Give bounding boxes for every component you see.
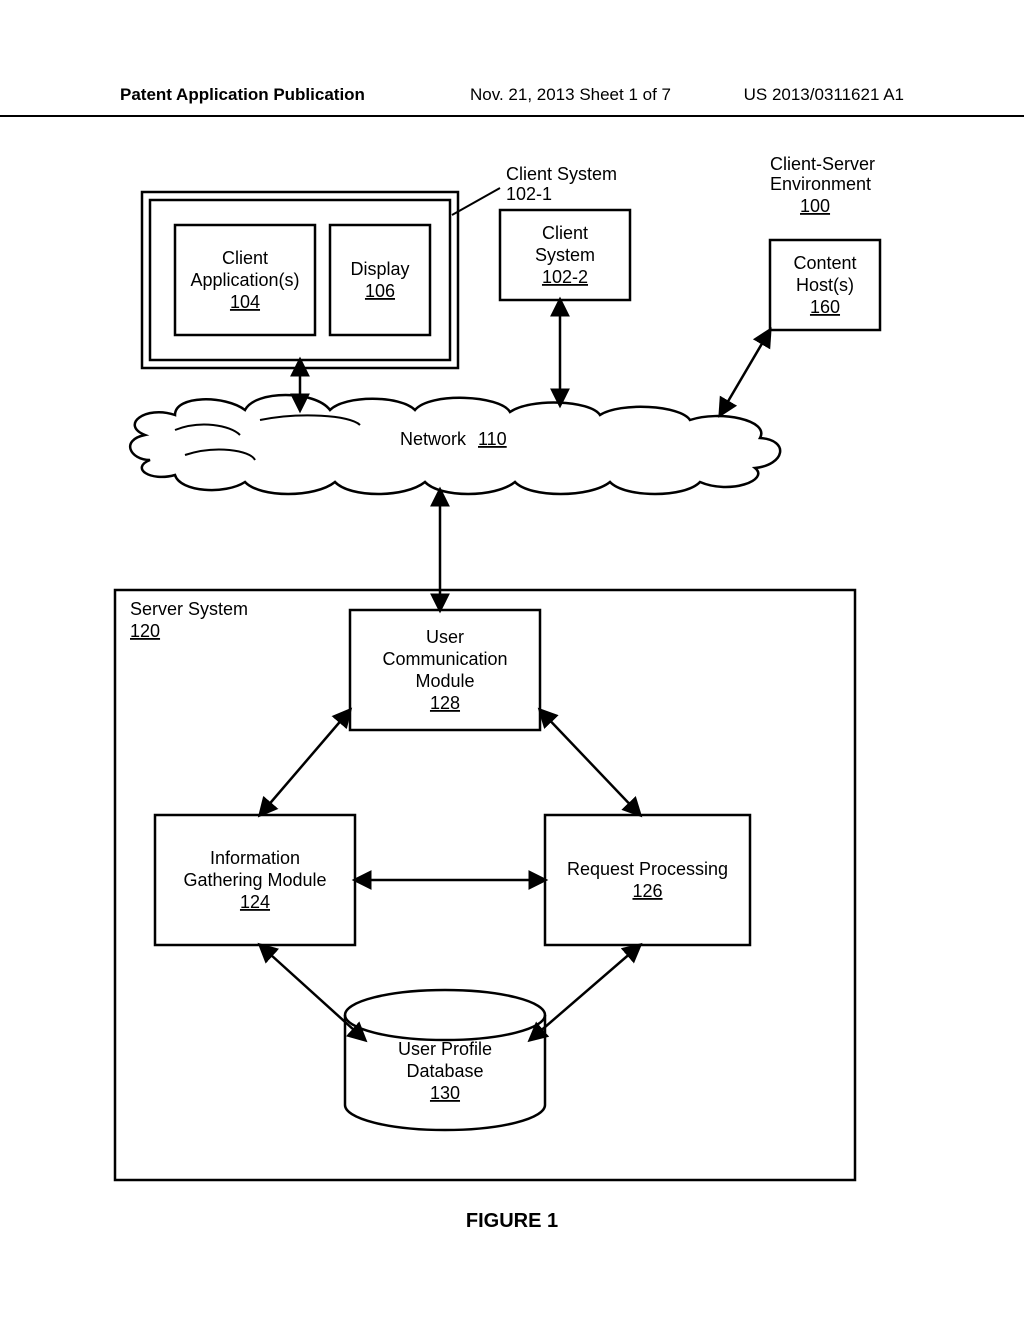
svg-text:Environment: Environment (770, 174, 871, 194)
svg-text:Client System: Client System (506, 164, 617, 184)
header-right: US 2013/0311621 A1 (744, 85, 904, 105)
svg-text:100: 100 (800, 196, 830, 216)
svg-text:Module: Module (415, 671, 474, 691)
svg-text:Client: Client (222, 248, 268, 268)
svg-text:Information: Information (210, 848, 300, 868)
svg-text:Content: Content (793, 253, 856, 273)
svg-text:Application(s): Application(s) (190, 270, 299, 290)
svg-text:Client-Server: Client-Server (770, 154, 875, 174)
svg-text:Gathering Module: Gathering Module (183, 870, 326, 890)
svg-text:Request Processing: Request Processing (567, 859, 728, 879)
svg-text:102-1: 102-1 (506, 184, 552, 204)
svg-text:124: 124 (240, 892, 270, 912)
svg-text:102-2: 102-2 (542, 267, 588, 287)
svg-text:160: 160 (810, 297, 840, 317)
svg-text:User: User (426, 627, 464, 647)
svg-text:Host(s): Host(s) (796, 275, 854, 295)
svg-text:128: 128 (430, 693, 460, 713)
svg-text:User Profile: User Profile (398, 1039, 492, 1059)
svg-text:126: 126 (632, 881, 662, 901)
figure-label: FIGURE 1 (0, 1210, 1024, 1233)
svg-text:Display: Display (350, 259, 409, 279)
header-left: Patent Application Publication (120, 85, 365, 105)
svg-text:Database: Database (406, 1061, 483, 1081)
svg-text:110: 110 (478, 429, 507, 449)
svg-text:104: 104 (230, 292, 260, 312)
diagram-svg: Network 110ClientApplication(s)104Displa… (0, 120, 1024, 1220)
svg-text:Client: Client (542, 223, 588, 243)
svg-text:Communication: Communication (382, 649, 507, 669)
svg-text:130: 130 (430, 1083, 460, 1103)
page-header: Patent Application Publication Nov. 21, … (0, 85, 1024, 117)
svg-text:120: 120 (130, 621, 160, 641)
svg-text:System: System (535, 245, 595, 265)
svg-text:Server System: Server System (130, 599, 248, 619)
svg-text:Network: Network (400, 429, 467, 449)
header-mid: Nov. 21, 2013 Sheet 1 of 7 (470, 85, 671, 105)
svg-text:106: 106 (365, 281, 395, 301)
